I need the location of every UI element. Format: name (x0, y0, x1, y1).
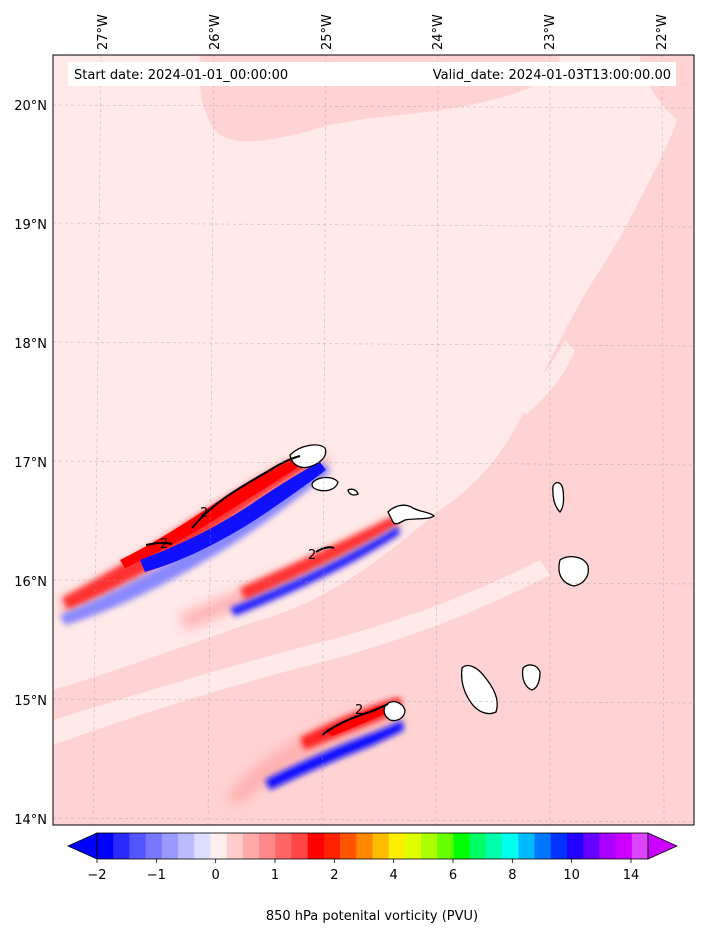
pv-contours (145, 455, 389, 736)
pv-field-pink-region (53, 55, 694, 825)
wake-streak-south (225, 697, 404, 805)
lon-label: 25°W (320, 14, 335, 50)
colorbar-swatch (372, 833, 390, 859)
colorbar-swatch (97, 833, 114, 859)
lat-label: 14°N (14, 813, 47, 828)
lon-label: 24°W (431, 14, 446, 50)
colorbar-swatch (469, 833, 487, 859)
colorbar-swatch (242, 833, 260, 859)
colorbar-swatch (291, 833, 309, 859)
lat-label: 17°N (14, 456, 47, 471)
colorbar-left-extension (67, 832, 98, 860)
pv-field-light-strip-2 (520, 340, 575, 415)
colorbar-swatch (534, 833, 552, 859)
colorbar-swatch (502, 833, 519, 859)
pv-field-light-strip (53, 560, 550, 745)
map-frame (52, 54, 695, 826)
colorbar-swatch (453, 833, 471, 859)
colorbar-swatch (194, 833, 212, 859)
colorbar-swatch (615, 833, 633, 859)
colorbar-swatch (259, 833, 276, 859)
colorbar-swatch (356, 833, 374, 859)
lon-label: 22°W (655, 14, 670, 50)
island-sal (552, 481, 565, 513)
lat-label: 19°N (14, 218, 47, 233)
colorbar-tick-label: 8 (508, 868, 516, 883)
wake-streak-north (60, 450, 330, 625)
colorbar-tick-label: −2 (87, 868, 106, 883)
colorbar-tick-label: 2 (330, 868, 338, 883)
colorbar-right-extension (647, 832, 678, 860)
lon-label: 26°W (208, 14, 223, 50)
colorbar-swatch (178, 833, 195, 859)
lat-label: 18°N (14, 337, 47, 352)
colorbar-tick-label: 4 (390, 868, 398, 883)
colorbar-swatch (113, 833, 131, 859)
colorbar-swatch (566, 833, 584, 859)
islands (289, 444, 590, 722)
longitude-labels: 27°W 26°W 25°W 24°W 23°W 22°W (96, 14, 670, 50)
colorbar-swatch (631, 833, 649, 859)
island-santo-antao (289, 444, 327, 469)
colorbar-swatch (404, 833, 422, 859)
colorbar-swatch (145, 833, 163, 859)
lon-label: 23°W (543, 14, 558, 50)
lat-label: 16°N (14, 575, 47, 590)
wake-streak-central (180, 515, 400, 630)
header-box (68, 62, 676, 86)
contour-label: 2 (355, 703, 363, 718)
start-date-label: Start date: 2024-01-01_00:00:00 (74, 68, 288, 83)
island-santiago (460, 664, 498, 715)
colorbar-swatch (388, 833, 406, 859)
colorbar-swatch (550, 833, 568, 859)
colorbar-swatch (437, 833, 455, 859)
island-boa-vista (558, 555, 590, 587)
colorbar-tick-label: 14 (623, 868, 640, 883)
colorbar-swatch (340, 833, 357, 859)
island-santa-luzia (347, 488, 359, 496)
gridlines (53, 55, 694, 825)
colorbar-tick-label: 0 (212, 868, 220, 883)
lon-label: 27°W (96, 14, 111, 50)
island-fogo (383, 700, 406, 722)
colorbar-title: 850 hPa potenital vorticity (PVU) (266, 909, 478, 924)
colorbar-swatch (307, 833, 325, 859)
island-sao-vicente (311, 476, 339, 492)
colorbar-swatch (129, 833, 147, 859)
colorbar-tick-label: 10 (563, 868, 580, 883)
colorbar-tick-label: 1 (271, 868, 279, 883)
lat-label: 15°N (14, 694, 47, 709)
valid-date-label: Valid_date: 2024-01-03T13:00:00.00 (433, 68, 671, 83)
colorbar-swatch (161, 833, 179, 859)
colorbar-tick-label: −1 (147, 868, 166, 883)
colorbar-swatch (226, 833, 244, 859)
colorbar-ticks: −2 −1 0 1 2 4 6 8 10 14 (87, 859, 639, 883)
colorbar-swatches (97, 833, 649, 859)
contour-label: 2 (200, 506, 208, 521)
colorbar-tick-label: 6 (449, 868, 457, 883)
contour-label: 2 (308, 548, 316, 563)
contour-label: 2 (160, 537, 168, 552)
colorbar-swatch (599, 833, 617, 859)
island-sao-nicolau (387, 504, 436, 525)
latitude-labels: 20°N 19°N 18°N 17°N 16°N 15°N 14°N (14, 99, 47, 828)
colorbar-swatch (275, 833, 293, 859)
lat-label: 20°N (14, 99, 47, 114)
colorbar-swatch (210, 833, 228, 859)
colorbar-swatch (583, 833, 600, 859)
colorbar: −2 −1 0 1 2 4 6 8 10 14 850 hPa potenital vortici… (67, 832, 678, 924)
colorbar-swatch (323, 833, 341, 859)
colorbar-swatch (485, 833, 503, 859)
colorbar-frame (96, 832, 649, 860)
island-maio (521, 664, 541, 691)
colorbar-swatch (518, 833, 536, 859)
colorbar-swatch (421, 833, 438, 859)
map-area: 2 2 2 2 (53, 55, 694, 825)
